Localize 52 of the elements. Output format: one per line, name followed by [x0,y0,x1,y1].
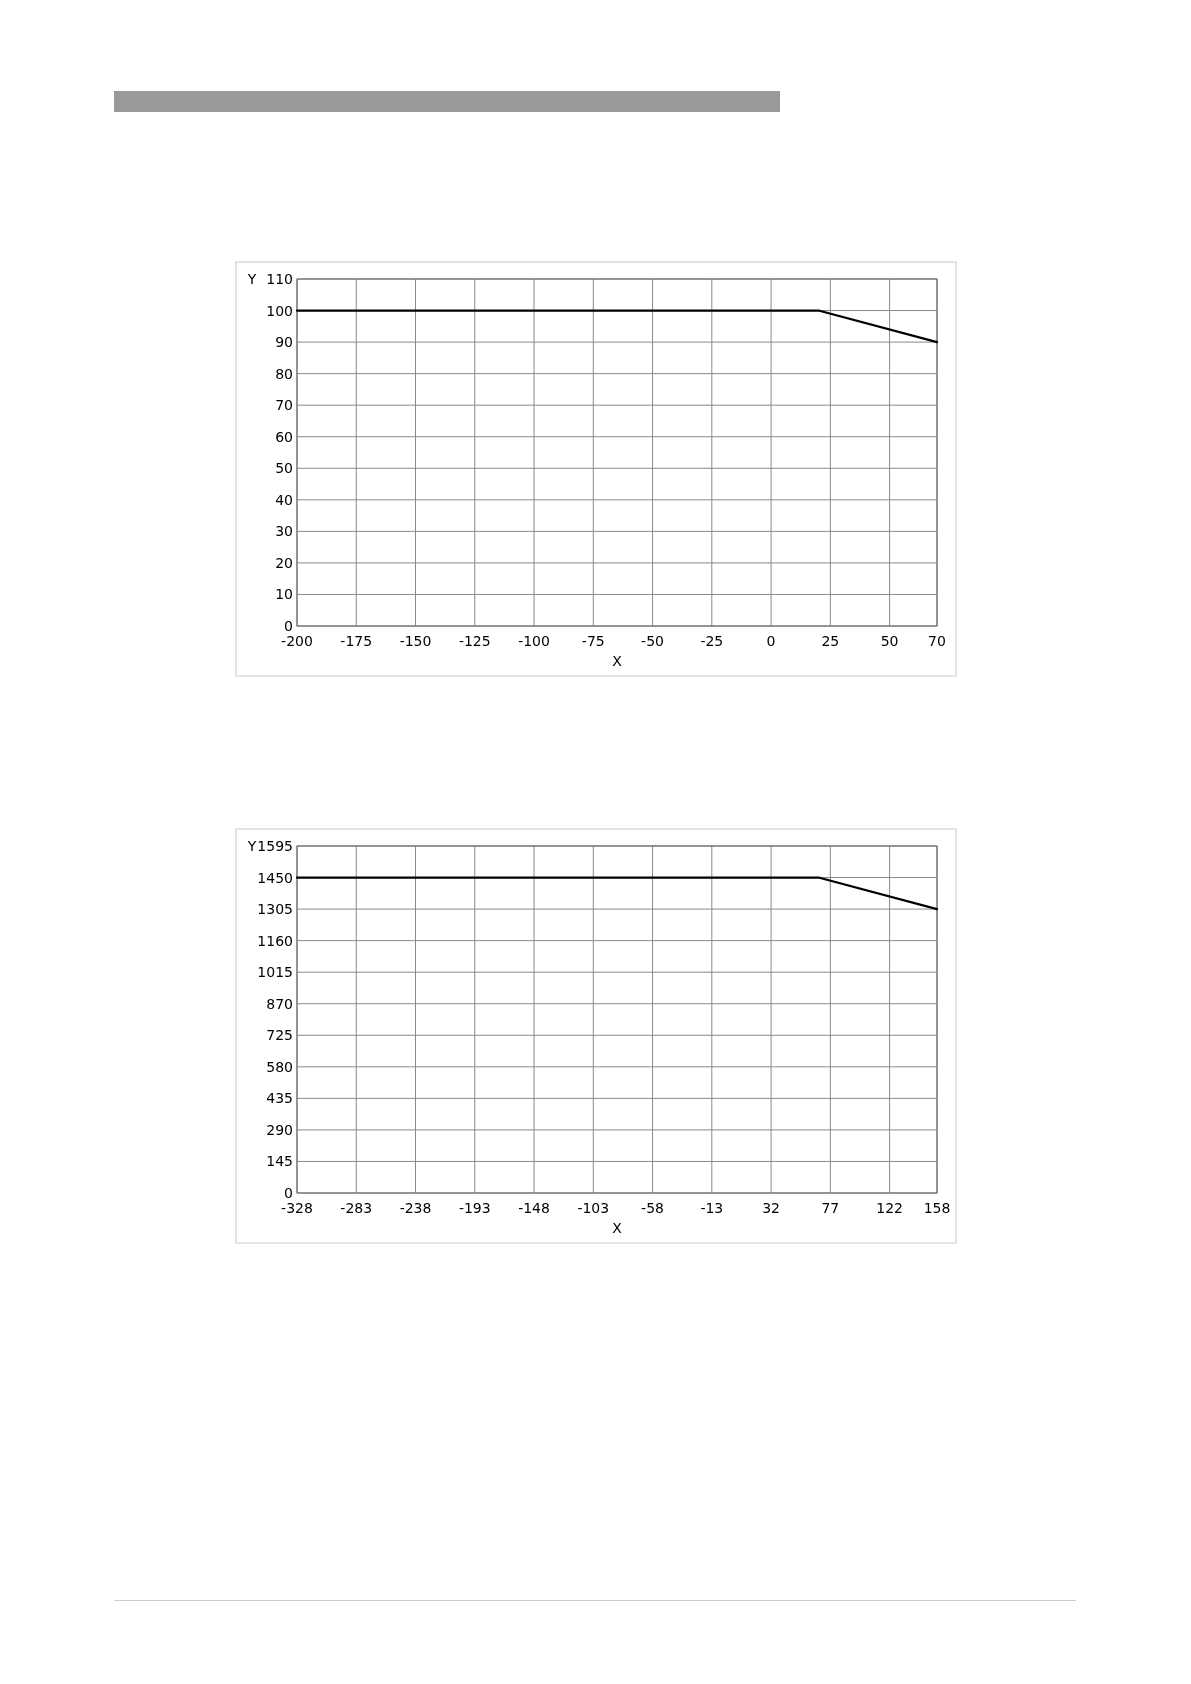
x-tick-label: -75 [581,633,605,649]
y-tick-label: 50 [275,460,293,477]
y-tick-label: 30 [275,523,293,540]
x-tick-label: 32 [762,1200,780,1216]
x-axis-title: X [612,653,623,669]
x-tick-label: 50 [880,633,899,649]
y-tick-label: 10 [275,586,293,603]
y-tick-label: 1595 [257,838,293,854]
y-tick-label: 580 [266,1058,293,1075]
y-tick-label: 145 [266,1153,293,1170]
y-tick-label: 290 [266,1121,293,1138]
y-tick-label: 80 [275,365,293,382]
y-tick-label: 1450 [257,869,293,886]
y-tick-label: 870 [266,995,293,1012]
x-tick-label: -25 [700,633,724,649]
y-tick-label: 725 [266,1027,293,1044]
y-tick-label: 20 [275,554,293,571]
x-tick-label: -328 [281,1200,313,1216]
y-tick-label: 40 [275,491,293,508]
x-tick-label: -13 [700,1200,724,1216]
y-axis-title: Y [246,271,257,287]
x-tick-label: 70 [928,633,946,649]
y-tick-label: 0 [284,618,293,634]
x-tick-label: -175 [340,633,373,649]
x-tick-label: 122 [876,1200,903,1216]
y-tick-label: 100 [266,302,293,319]
y-tick-label: 1015 [257,964,293,981]
x-tick-label: -150 [399,633,432,649]
y-tick-label: 1160 [257,932,293,949]
y-axis-title: Y [246,838,257,854]
x-tick-label: 0 [766,633,776,649]
y-tick-label: 110 [266,271,293,287]
y-tick-label: 1305 [257,901,293,918]
x-tick-label: 25 [821,633,840,649]
x-tick-label: -193 [458,1200,491,1216]
x-tick-label: -148 [518,1200,550,1216]
x-tick-label: -283 [340,1200,373,1216]
x-axis-title: X [612,1220,623,1236]
y-tick-label: 60 [275,428,293,445]
x-tick-label: -125 [458,633,491,649]
x-tick-label: 77 [821,1200,840,1216]
y-tick-label: 435 [266,1090,293,1107]
x-tick-label: -238 [399,1200,432,1216]
x-tick-label: -50 [641,633,664,649]
x-tick-label: -100 [518,633,550,649]
x-tick-label: 158 [923,1200,951,1216]
y-tick-label: 70 [275,397,293,414]
y-tick-label: 0 [284,1185,293,1201]
x-tick-label: -200 [281,633,313,649]
x-tick-label: -103 [577,1200,610,1216]
y-tick-label: 90 [275,334,293,351]
x-tick-label: -58 [641,1200,664,1216]
